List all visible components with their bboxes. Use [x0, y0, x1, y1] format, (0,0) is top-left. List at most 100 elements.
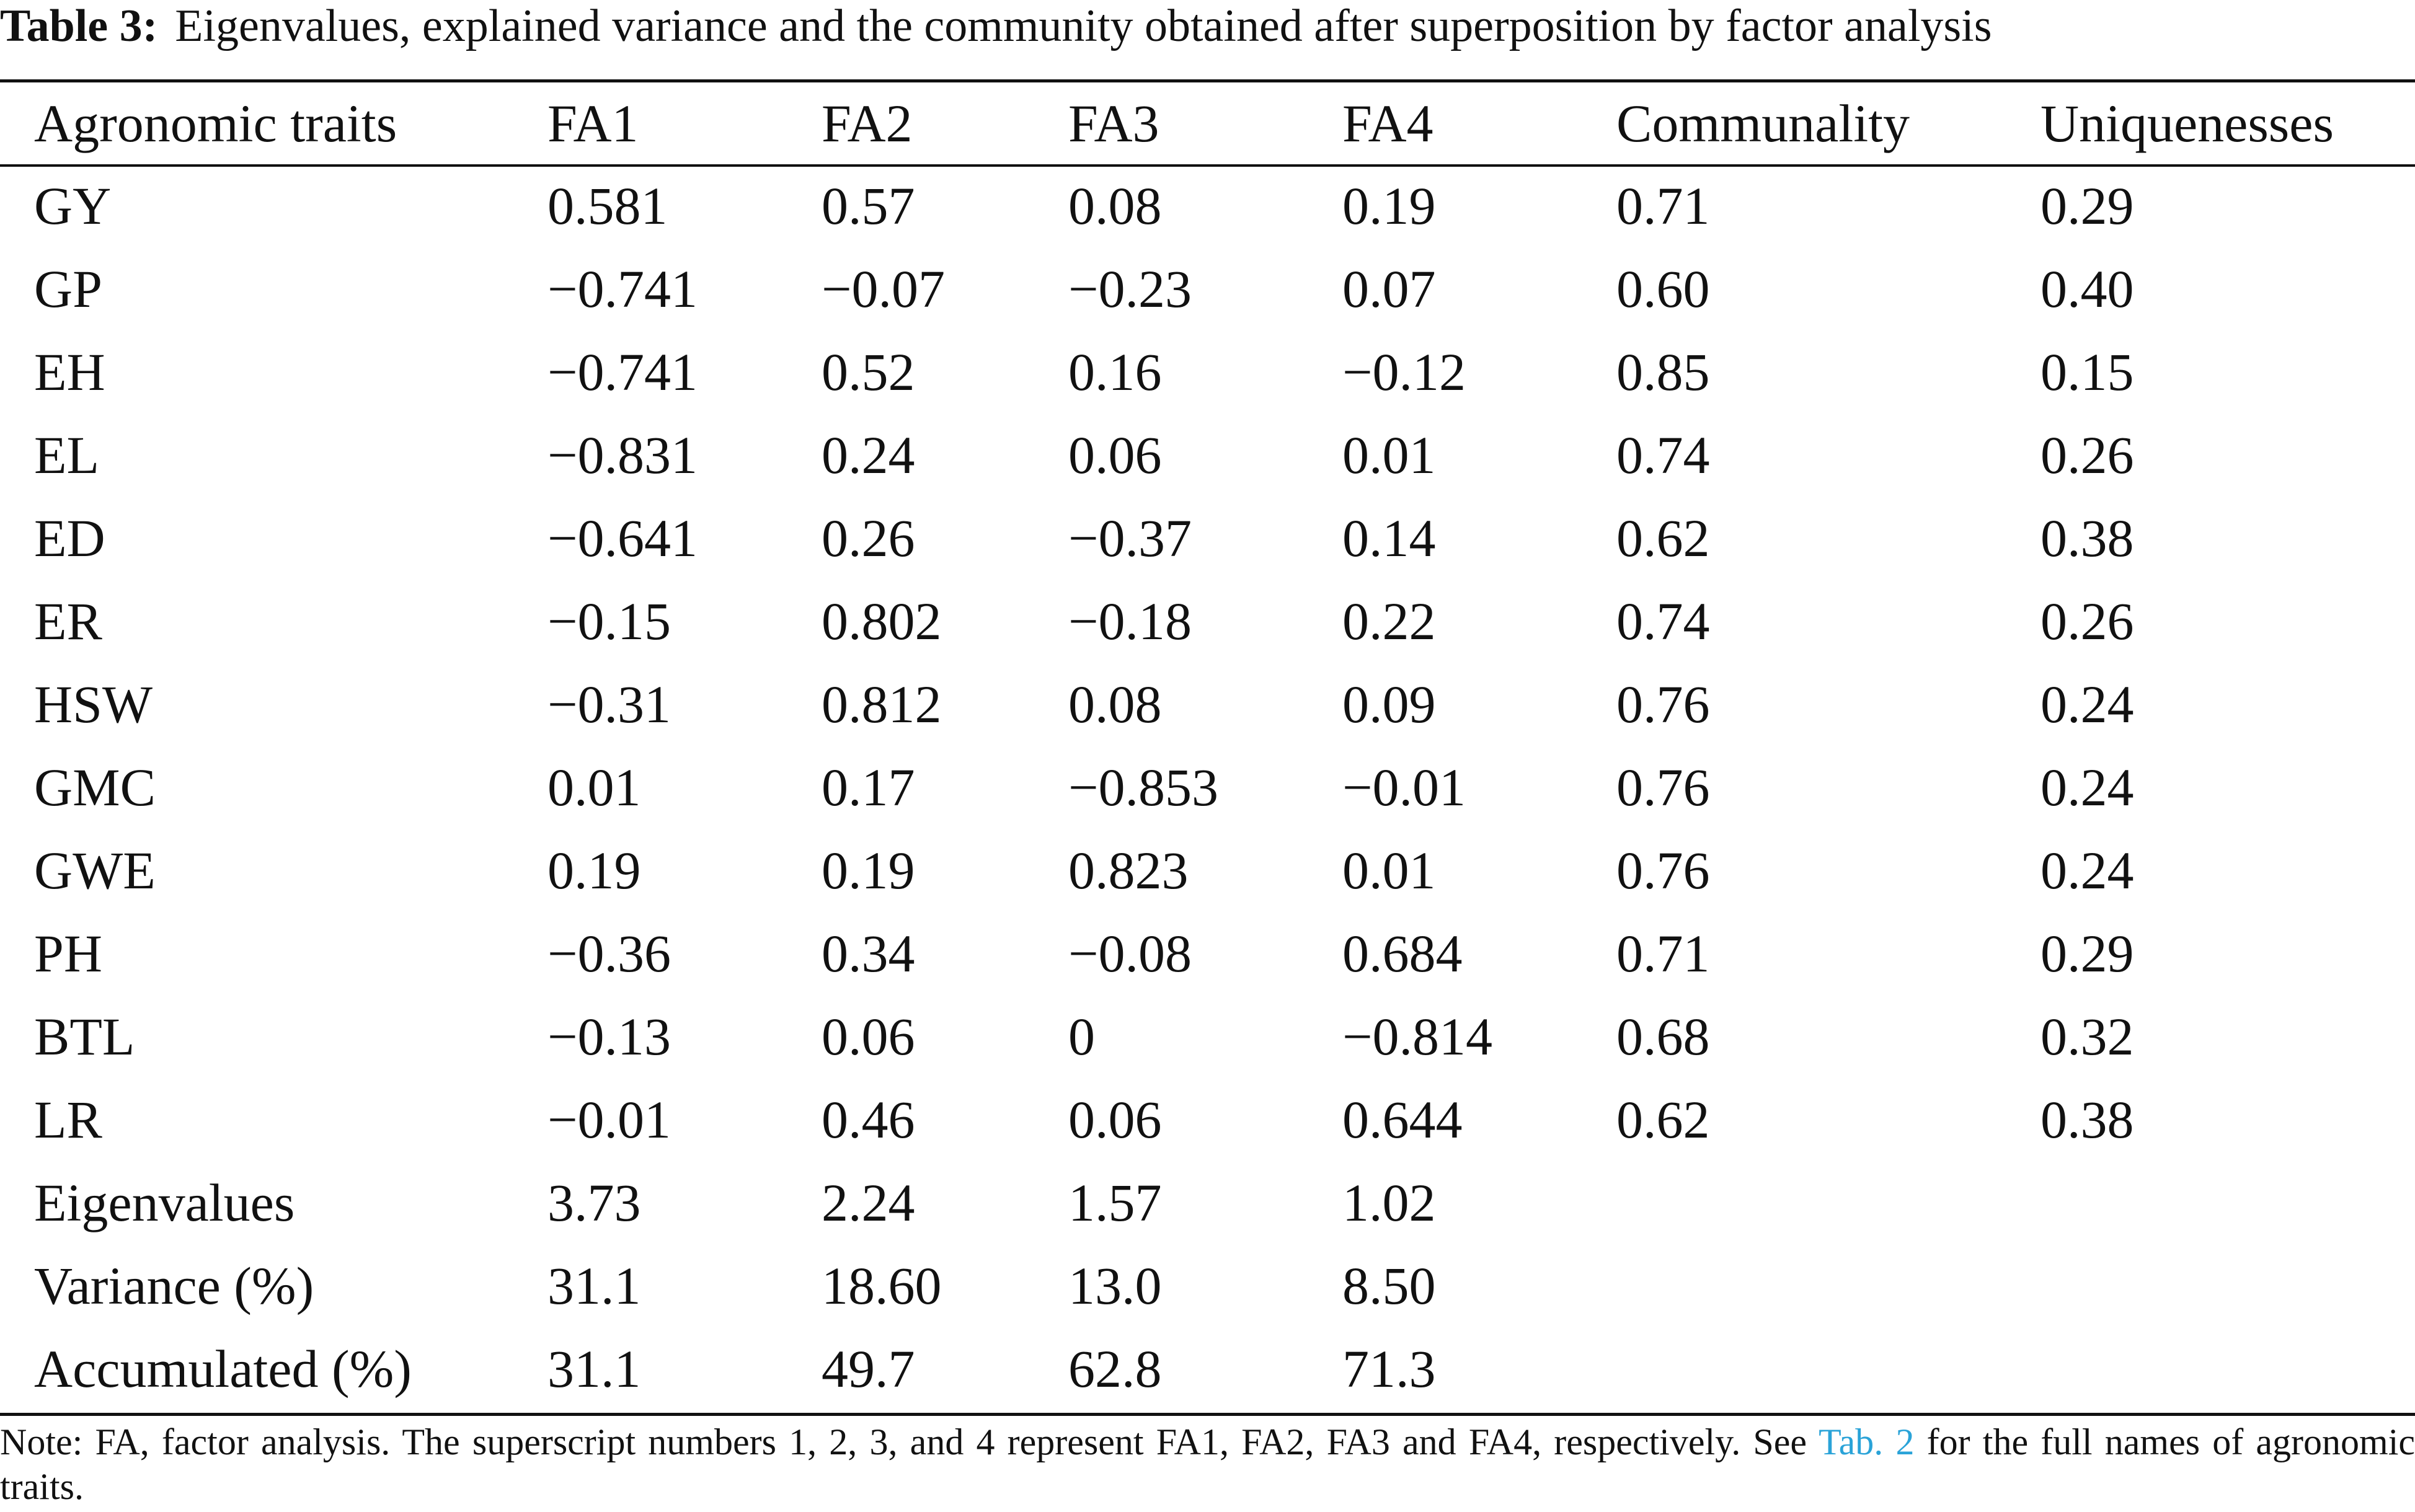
table-row: Accumulated (%) 31.1 49.7 62.8 71.3 — [0, 1327, 2415, 1410]
value-cell: −0.31 — [547, 674, 671, 734]
value-cell: 0.46 — [822, 1090, 915, 1149]
value-cell: 0.85 — [1616, 342, 1710, 402]
trait-name-cell: PH — [34, 924, 102, 983]
value-cell: 31.1 — [547, 1256, 641, 1315]
value-cell: 0.22 — [1342, 591, 1436, 651]
value-cell: 0.07 — [1342, 259, 1436, 319]
value-cell: 0.26 — [2041, 425, 2134, 485]
value-cell: 0.19 — [547, 841, 641, 900]
value-cell: 0.26 — [2041, 591, 2134, 651]
value-cell: 0.06 — [1068, 425, 1162, 485]
table-row: HSW −0.31 0.812 0.08 0.09 0.76 0.24 — [0, 663, 2415, 746]
trait-name-cell: Variance (%) — [34, 1256, 314, 1315]
trait-name-cell: GY — [34, 176, 112, 236]
trait-name-cell: ER — [34, 591, 102, 651]
factor-analysis-table: Agronomic traits FA1 FA2 FA3 FA4 Communa… — [0, 82, 2415, 1410]
value-cell: −0.08 — [1068, 924, 1192, 983]
value-cell: 0.71 — [1616, 176, 1710, 236]
value-cell: −0.36 — [547, 924, 671, 983]
value-cell: 0.581 — [547, 176, 668, 236]
table-body: GY 0.581 0.57 0.08 0.19 0.71 0.29 GP −0.741 −0.07… — [0, 164, 2415, 1410]
value-cell — [1582, 1161, 2006, 1244]
header-row: Agronomic traits FA1 FA2 FA3 FA4 Communa… — [0, 82, 2415, 164]
value-cell: −0.741 — [547, 342, 698, 402]
table-bottom-rule — [0, 1413, 2415, 1416]
value-cell: −0.13 — [547, 1007, 671, 1066]
value-cell: 0.802 — [822, 591, 942, 651]
table-caption-label: Table 3: — [0, 1, 158, 51]
value-cell: 0.76 — [1616, 674, 1710, 734]
value-cell: 0.62 — [1616, 1090, 1710, 1149]
value-cell — [2006, 1244, 2415, 1327]
value-cell: 0 — [1068, 1007, 1095, 1066]
value-cell: 0.60 — [1616, 259, 1710, 319]
value-cell: 1.57 — [1068, 1173, 1162, 1232]
value-cell: −0.641 — [547, 508, 698, 568]
value-cell — [2006, 1327, 2415, 1410]
value-cell: 0.62 — [1616, 508, 1710, 568]
value-cell: 0.01 — [547, 758, 641, 817]
trait-name-cell: EL — [34, 425, 100, 485]
value-cell: −0.37 — [1068, 508, 1192, 568]
trait-name-cell: Eigenvalues — [34, 1173, 295, 1232]
value-cell: 0.15 — [2041, 342, 2134, 402]
value-cell: −0.831 — [547, 425, 698, 485]
trait-name-cell: LR — [34, 1090, 102, 1149]
value-cell: 0.24 — [822, 425, 915, 485]
header-cell: FA2 — [822, 94, 913, 153]
value-cell: 0.24 — [2041, 841, 2134, 900]
value-cell: −0.07 — [822, 259, 946, 319]
table-header-rule — [0, 164, 2415, 167]
value-cell: 0.01 — [1342, 841, 1436, 900]
note-text-before: Note: FA, factor analysis. The superscri… — [0, 1421, 1819, 1462]
header-cell: Communality — [1616, 94, 1910, 153]
value-cell: 0.01 — [1342, 425, 1436, 485]
trait-name-cell: GMC — [34, 758, 156, 817]
value-cell: −0.741 — [547, 259, 698, 319]
value-cell: 0.24 — [2041, 758, 2134, 817]
value-cell: 0.06 — [1068, 1090, 1162, 1149]
table-row: ER −0.15 0.802 −0.18 0.22 0.74 0.26 — [0, 580, 2415, 663]
value-cell: 0.76 — [1616, 841, 1710, 900]
trait-name-cell: ED — [34, 508, 105, 568]
value-cell: −0.01 — [1342, 758, 1466, 817]
table-note: Note: FA, factor analysis. The superscri… — [0, 1420, 2415, 1509]
value-cell: 0.74 — [1616, 591, 1710, 651]
table-row: GY 0.581 0.57 0.08 0.19 0.71 0.29 — [0, 164, 2415, 247]
value-cell: 0.14 — [1342, 508, 1436, 568]
value-cell: 0.24 — [2041, 674, 2134, 734]
table-2-link[interactable]: Tab. 2 — [1819, 1421, 1915, 1462]
value-cell: 0.19 — [1342, 176, 1436, 236]
header-cell: Agronomic traits — [34, 94, 397, 153]
value-cell: 0.68 — [1616, 1007, 1710, 1066]
value-cell: 0.644 — [1342, 1090, 1463, 1149]
value-cell: −0.23 — [1068, 259, 1192, 319]
value-cell: 18.60 — [822, 1256, 942, 1315]
table-header: Agronomic traits FA1 FA2 FA3 FA4 Communa… — [0, 82, 2415, 164]
note-text-after: for the full names of agronomic traits. — [0, 1421, 2415, 1507]
value-cell: −0.01 — [547, 1090, 671, 1149]
value-cell: 0.09 — [1342, 674, 1436, 734]
value-cell: 0.52 — [822, 342, 915, 402]
value-cell: 0.19 — [822, 841, 915, 900]
value-cell: 2.24 — [822, 1173, 915, 1232]
table-row: BTL −0.13 0.06 0 −0.814 0.68 0.32 — [0, 995, 2415, 1078]
trait-name-cell: EH — [34, 342, 105, 402]
table-row: PH −0.36 0.34 −0.08 0.684 0.71 0.29 — [0, 912, 2415, 995]
value-cell: 0.17 — [822, 758, 915, 817]
value-cell: 0.684 — [1342, 924, 1463, 983]
value-cell: 0.34 — [822, 924, 915, 983]
value-cell — [1582, 1244, 2006, 1327]
value-cell: 1.02 — [1342, 1173, 1436, 1232]
value-cell: 0.74 — [1616, 425, 1710, 485]
value-cell: 0.29 — [2041, 924, 2134, 983]
table-row: EH −0.741 0.52 0.16 −0.12 0.85 0.15 — [0, 330, 2415, 413]
header-cell: Uniquenesses — [2041, 94, 2334, 153]
value-cell: 31.1 — [547, 1339, 641, 1399]
value-cell: 0.38 — [2041, 1090, 2134, 1149]
header-cell: FA4 — [1342, 94, 1433, 153]
value-cell: 0.08 — [1068, 176, 1162, 236]
value-cell: 0.76 — [1616, 758, 1710, 817]
table-row: ED −0.641 0.26 −0.37 0.14 0.62 0.38 — [0, 497, 2415, 580]
value-cell: 0.812 — [822, 674, 942, 734]
